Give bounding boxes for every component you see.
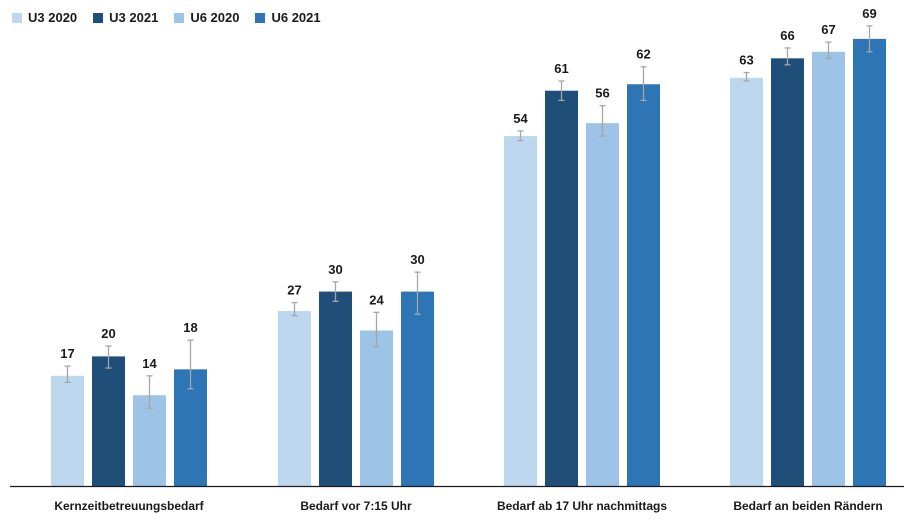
bar (319, 291, 352, 486)
legend-swatch (12, 12, 22, 23)
legend-label: U3 2020 (28, 10, 78, 25)
data-label: 62 (636, 47, 650, 62)
legend-label: U6 2021 (271, 10, 321, 25)
data-label: 63 (739, 53, 753, 68)
bar (133, 395, 166, 486)
data-label: 18 (183, 320, 197, 335)
legend-label: U6 2020 (190, 10, 240, 25)
legend-swatch (93, 12, 104, 23)
data-label: 67 (821, 22, 835, 37)
legend: U3 2020 U3 2021 U6 2020 U6 2021 (12, 10, 321, 25)
bar (401, 291, 434, 486)
data-label: 54 (513, 111, 528, 126)
legend-swatch (174, 12, 185, 23)
x-tick-label: Bedarf ab 17 Uhr nachmittags (497, 499, 667, 513)
legend-label: U3 2021 (109, 10, 159, 25)
bar (812, 51, 845, 487)
legend-item-u3-2021: U3 2021 (93, 10, 158, 25)
bar (771, 58, 804, 486)
bar (627, 84, 660, 487)
data-label: 66 (780, 28, 794, 43)
legend-item-u6-2021: U6 2021 (255, 10, 321, 25)
data-label: 30 (328, 262, 342, 277)
data-label: 56 (595, 86, 609, 101)
bar (730, 77, 763, 486)
bar (545, 90, 578, 486)
data-label: 17 (60, 346, 74, 361)
data-label: 27 (287, 283, 301, 298)
data-label: 30 (410, 252, 424, 267)
data-label: 14 (142, 356, 157, 371)
data-label: 20 (101, 326, 115, 341)
bar (278, 311, 311, 486)
bar (586, 123, 619, 487)
bar (92, 356, 125, 486)
data-label: 69 (862, 6, 876, 21)
x-tick-label: Kernzeitbetreuungsbedarf (54, 499, 204, 513)
x-tick-label: Bedarf an beiden Rändern (733, 499, 882, 513)
bar (51, 375, 84, 486)
data-label: 61 (554, 61, 568, 76)
bar (853, 38, 886, 486)
bar (504, 136, 537, 486)
legend-item-u6-2020: U6 2020 (174, 10, 239, 25)
bar (360, 330, 393, 486)
legend-swatch (255, 12, 266, 23)
x-tick-label: Bedarf vor 7:15 Uhr (300, 499, 412, 513)
legend-item-u3-2020: U3 2020 (12, 10, 77, 25)
data-label: 24 (369, 292, 384, 307)
